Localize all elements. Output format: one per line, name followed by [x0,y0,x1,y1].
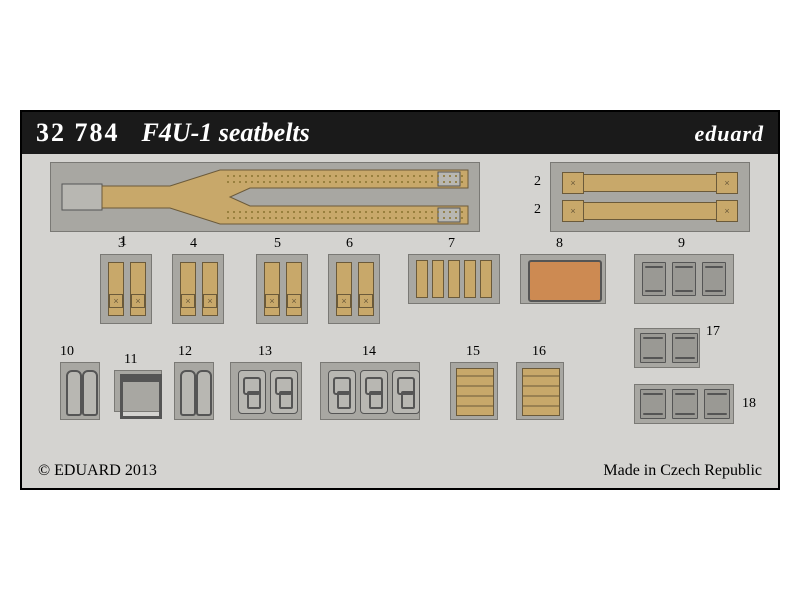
part-label-9: 9 [678,236,685,252]
strap-2 [576,174,726,192]
bracket-11 [120,374,162,419]
part-label-10: 10 [60,344,74,360]
part-label-7: 7 [448,236,455,252]
copyright-text: © EDUARD 2013 [38,462,157,480]
sku-text: 32 784 [36,118,120,148]
part-label-17: 17 [706,324,720,340]
buckle-4 [203,294,217,308]
buckle-6 [337,294,351,308]
buckle-3 [109,294,123,308]
part-label-2: 2 [534,202,541,218]
strap-2 [576,202,726,220]
loop-14 [360,370,388,414]
hw-18 [640,389,666,419]
buckle-2 [716,172,738,194]
buckle-6 [359,294,373,308]
part-label-11: 11 [124,352,137,368]
fret-area: 223456789101112131415161718 1 [40,162,760,442]
part-label-4: 4 [190,236,197,252]
loop-14 [328,370,356,414]
buckle-5 [265,294,279,308]
loop-13 [238,370,266,414]
brand-text: eduard [694,121,764,147]
y-harness [50,162,480,232]
hw-17 [672,333,698,363]
hw-17 [640,333,666,363]
fret-frame: 32 784 F4U-1 seatbelts eduard 2234567891… [20,110,780,490]
buckle-2 [562,172,584,194]
part-label-14: 14 [362,344,376,360]
hw-9 [702,262,726,296]
part-label-16: 16 [532,344,546,360]
roll-16 [522,368,560,416]
hook-10 [82,370,98,416]
buckle-2 [562,200,584,222]
roll-15 [456,368,494,416]
part-label-15: 15 [466,344,480,360]
part-label-1: 1 [120,234,127,250]
part-label-5: 5 [274,236,281,252]
part-label-6: 6 [346,236,353,252]
hw-18 [704,389,730,419]
hook-12 [196,370,212,416]
buckle-2 [716,200,738,222]
buckle-4 [181,294,195,308]
title-text: F4U-1 seatbelts [142,118,310,148]
part-label-2: 2 [534,174,541,190]
buckle-3 [131,294,145,308]
strap-7 [464,260,476,298]
strap-7 [448,260,460,298]
header-bar: 32 784 F4U-1 seatbelts eduard [22,112,778,154]
hook-10 [66,370,82,416]
strap-7 [432,260,444,298]
loop-14 [392,370,420,414]
part-label-13: 13 [258,344,272,360]
hw-9 [672,262,696,296]
part-label-18: 18 [742,396,756,412]
madein-text: Made in Czech Republic [603,462,762,480]
hw-18 [672,389,698,419]
loop-13 [270,370,298,414]
hook-12 [180,370,196,416]
part-label-12: 12 [178,344,192,360]
plate-8 [528,260,602,302]
hw-9 [642,262,666,296]
part-label-8: 8 [556,236,563,252]
strap-7 [480,260,492,298]
buckle-5 [287,294,301,308]
strap-7 [416,260,428,298]
